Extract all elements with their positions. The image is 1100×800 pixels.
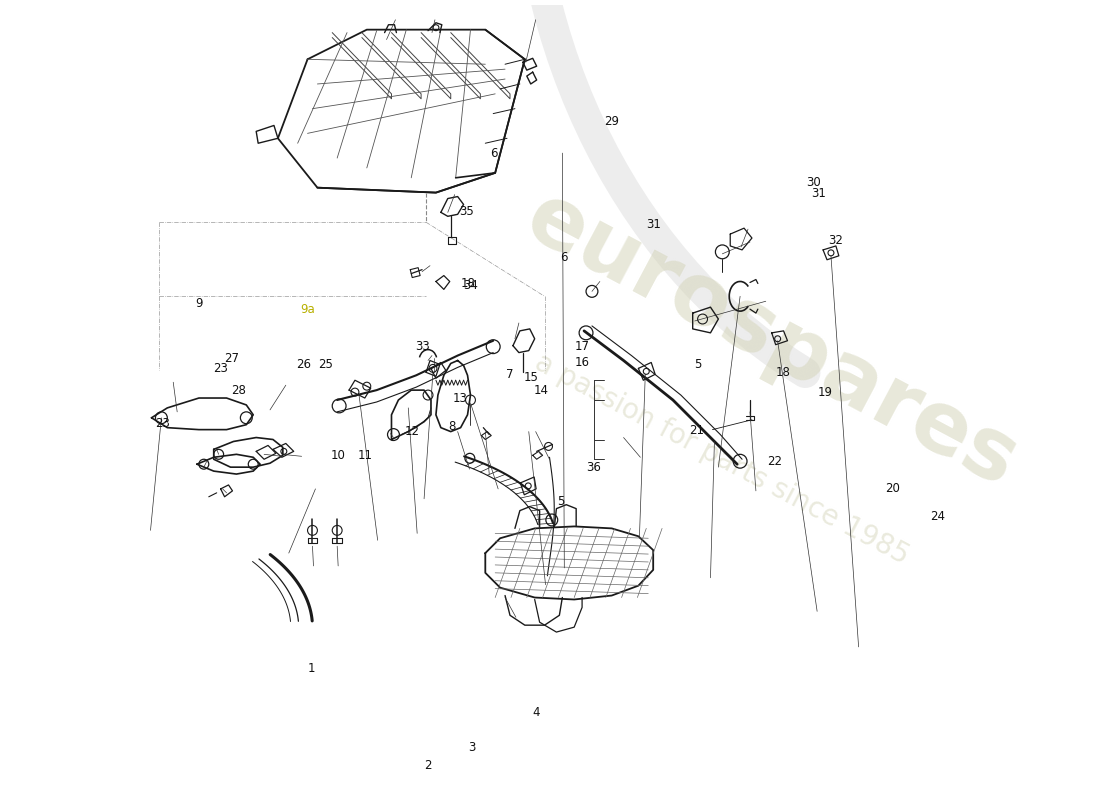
Text: 14: 14	[534, 384, 549, 397]
Text: 17: 17	[575, 340, 590, 353]
Text: 23: 23	[213, 362, 229, 375]
Text: 6: 6	[560, 251, 568, 264]
Text: 27: 27	[224, 353, 239, 366]
Text: 33: 33	[416, 340, 430, 353]
Text: 9a: 9a	[300, 302, 315, 316]
Text: 1: 1	[307, 662, 315, 675]
Text: 10: 10	[331, 449, 345, 462]
Text: 11: 11	[358, 449, 373, 462]
Text: 26: 26	[296, 358, 311, 371]
Text: 4: 4	[532, 706, 540, 718]
Text: 19: 19	[817, 386, 833, 398]
Text: 16: 16	[575, 356, 590, 370]
Text: 20: 20	[884, 482, 900, 495]
Text: 30: 30	[806, 176, 822, 190]
Text: 22: 22	[768, 455, 782, 468]
Text: 18: 18	[461, 277, 476, 290]
Text: 13: 13	[452, 392, 468, 405]
Text: a passion for parts since 1985: a passion for parts since 1985	[530, 348, 914, 570]
Text: eurospares: eurospares	[512, 176, 1032, 506]
Text: 29: 29	[604, 115, 619, 128]
Text: 18: 18	[777, 366, 791, 379]
Text: 5: 5	[558, 494, 564, 508]
Text: 15: 15	[524, 371, 539, 384]
Text: 3: 3	[469, 741, 475, 754]
Text: 31: 31	[646, 218, 661, 231]
Text: 12: 12	[405, 425, 419, 438]
Text: 2: 2	[425, 759, 432, 772]
Text: 25: 25	[318, 358, 332, 371]
Text: 5: 5	[694, 358, 702, 371]
Text: 7: 7	[506, 368, 514, 382]
Text: 21: 21	[689, 423, 704, 437]
Text: 35: 35	[459, 206, 474, 218]
Text: 9: 9	[196, 297, 202, 310]
Text: 23: 23	[155, 418, 169, 430]
Text: 34: 34	[463, 279, 478, 292]
Text: 6: 6	[490, 147, 497, 160]
Text: 36: 36	[586, 461, 601, 474]
Text: 32: 32	[828, 234, 843, 247]
Text: 24: 24	[931, 510, 945, 523]
Text: 8: 8	[449, 419, 455, 433]
Text: 28: 28	[231, 384, 245, 397]
Text: 31: 31	[811, 186, 826, 199]
